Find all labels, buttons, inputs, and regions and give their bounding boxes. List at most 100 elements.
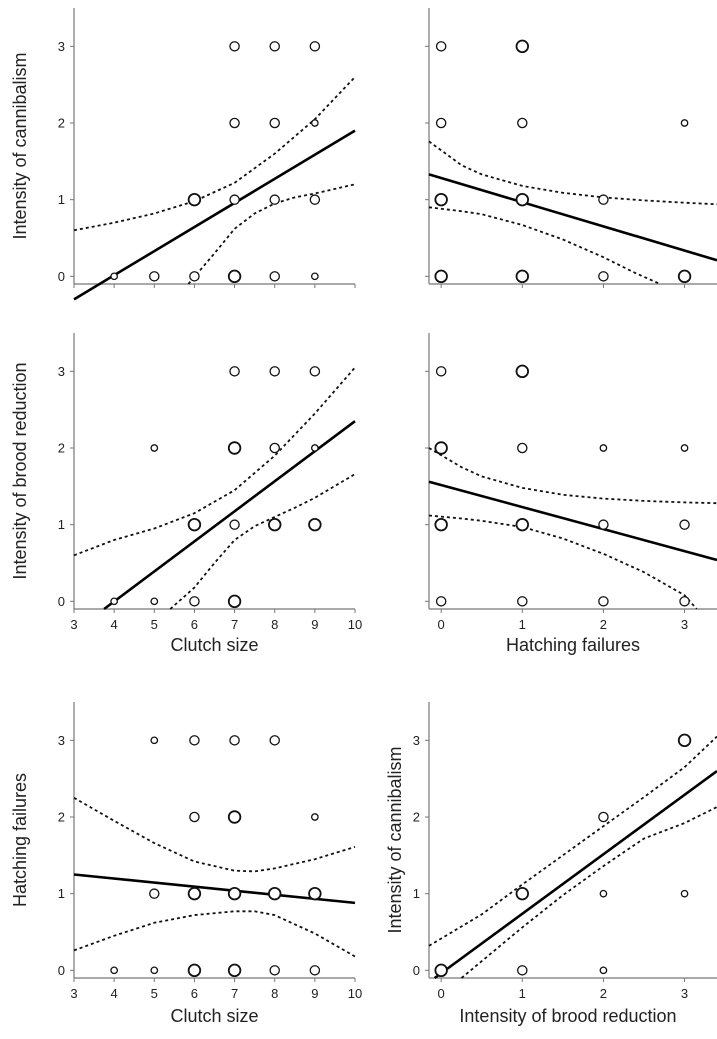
data-point xyxy=(599,444,608,452)
y-tick-label: 2 xyxy=(58,116,65,131)
data-point xyxy=(309,194,321,205)
panel-1: 0 1 2 3 Intensity of cannibalism xyxy=(10,8,356,301)
y-tick-label: 1 xyxy=(58,192,65,207)
y-tick-label: 0 xyxy=(58,269,65,284)
data-point xyxy=(187,886,202,901)
regression-line xyxy=(428,480,717,562)
data-point xyxy=(517,117,528,129)
x-tick-label: 2 xyxy=(600,986,607,1001)
data-point xyxy=(598,271,609,282)
data-point xyxy=(309,41,321,52)
x-tick-label: 5 xyxy=(151,986,158,1001)
data-point xyxy=(308,886,322,901)
data-point xyxy=(515,364,529,379)
data-point xyxy=(309,965,321,976)
data-point xyxy=(435,117,447,129)
ci-lower-line xyxy=(187,183,356,285)
data-point xyxy=(187,963,202,978)
x-tick-label: 10 xyxy=(348,617,362,632)
data-point xyxy=(110,272,118,281)
data-point xyxy=(269,442,280,454)
x-tick-label: 0 xyxy=(438,617,445,632)
x-tick-label: 6 xyxy=(191,986,198,1001)
x-tick-label: 3 xyxy=(681,986,688,1001)
x-tick-label: 1 xyxy=(519,617,526,632)
data-point xyxy=(680,889,689,898)
x-tick-label: 8 xyxy=(271,617,278,632)
data-point xyxy=(150,597,159,606)
regression-line xyxy=(73,873,356,905)
data-point xyxy=(269,366,280,377)
y-tick-label: 1 xyxy=(413,886,420,901)
data-point xyxy=(680,444,689,452)
data-point xyxy=(189,735,200,746)
x-tick-label: 6 xyxy=(191,617,198,632)
data-point xyxy=(680,119,689,127)
x-axis-label: Hatching failures xyxy=(506,635,640,655)
ci-upper-line xyxy=(428,735,717,947)
data-point xyxy=(187,192,202,207)
x-axis-label: Intensity of brood reduction xyxy=(459,1006,676,1026)
data-point xyxy=(269,271,280,282)
y-axis-label: Intensity of brood reduction xyxy=(10,362,30,579)
data-point xyxy=(434,192,448,207)
data-point xyxy=(515,39,529,54)
y-axis-label: Hatching failures xyxy=(10,773,30,907)
x-tick-label: 3 xyxy=(70,986,77,1001)
data-point xyxy=(229,117,240,129)
data-point xyxy=(268,886,282,901)
ci-upper-line xyxy=(73,366,356,557)
x-tick-label: 10 xyxy=(348,986,362,1001)
x-tick-label: 7 xyxy=(231,986,238,1001)
regression-line xyxy=(103,420,356,611)
data-point xyxy=(229,366,240,377)
y-tick-label: 0 xyxy=(58,594,65,609)
y-tick-label: 3 xyxy=(58,733,65,748)
data-point xyxy=(434,517,448,532)
ci-upper-line xyxy=(428,447,717,505)
data-point xyxy=(189,596,200,607)
data-point xyxy=(149,271,160,282)
data-point xyxy=(269,965,280,976)
data-point xyxy=(435,366,447,377)
data-point xyxy=(599,889,608,898)
ci-lower-line xyxy=(428,514,698,610)
ci-upper-line xyxy=(428,140,717,206)
x-tick-label: 5 xyxy=(151,617,158,632)
ci-upper-line xyxy=(73,76,356,232)
data-point xyxy=(311,444,319,452)
y-tick-label: 3 xyxy=(58,364,65,379)
data-point xyxy=(309,366,321,377)
ci-lower-line xyxy=(428,206,661,285)
data-point xyxy=(110,966,118,975)
data-point xyxy=(308,517,322,532)
regression-line xyxy=(428,173,717,262)
data-point xyxy=(677,269,692,284)
data-point xyxy=(517,965,528,976)
data-point xyxy=(149,888,160,899)
panel-5: 0 1 2 3 3 4 5 6 7 8 9 10 Hatching failures Clutch siz… xyxy=(10,702,362,1026)
x-tick-label: 2 xyxy=(600,617,607,632)
panel-6: 0 1 2 3 0 1 2 3 Intensity of cannibalism Intensit… xyxy=(385,702,717,1026)
y-tick-label: 1 xyxy=(58,886,65,901)
x-axis-label: Clutch size xyxy=(170,1006,258,1026)
data-point xyxy=(229,519,240,530)
x-axis-label: Clutch size xyxy=(170,635,258,655)
y-axis-label: Intensity of cannibalism xyxy=(10,52,30,239)
data-point xyxy=(434,441,448,455)
data-point xyxy=(598,811,609,823)
data-point xyxy=(679,519,690,530)
data-point xyxy=(598,194,609,205)
y-tick-label: 3 xyxy=(413,733,420,748)
data-point xyxy=(227,963,242,978)
data-point xyxy=(311,119,319,127)
data-point xyxy=(227,594,242,609)
data-point xyxy=(110,597,118,606)
panel-2 xyxy=(425,8,717,288)
data-point xyxy=(150,444,159,452)
ci-upper-line xyxy=(73,797,356,873)
y-tick-label: 2 xyxy=(58,441,65,456)
data-point xyxy=(227,810,242,824)
y-tick-label: 2 xyxy=(58,810,65,825)
y-tick-label: 3 xyxy=(58,39,65,54)
